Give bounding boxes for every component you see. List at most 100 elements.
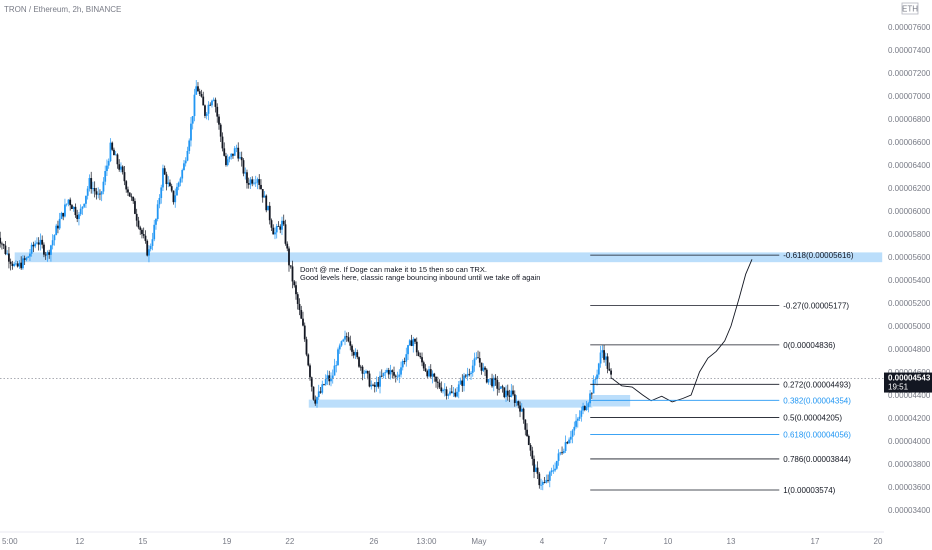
candle-body — [158, 198, 161, 205]
x-tick-label: 17 — [811, 537, 820, 546]
candle-body — [212, 99, 215, 101]
candle-body — [247, 183, 250, 185]
candle — [277, 221, 280, 227]
candle — [120, 162, 122, 173]
candle — [389, 364, 392, 380]
candle — [170, 183, 173, 193]
candle-body — [153, 224, 156, 240]
candle — [160, 184, 163, 204]
candle — [244, 167, 247, 180]
candle — [118, 159, 121, 172]
candle — [274, 227, 276, 240]
annotation-line-2: Good levels here, classic range bouncing… — [300, 273, 540, 282]
candle — [610, 368, 612, 380]
candle — [289, 265, 292, 269]
candle-body — [540, 484, 542, 486]
candle — [226, 154, 229, 167]
fib-label-8: 1(0.00003574) — [783, 486, 835, 495]
x-tick-label: 13:00 — [416, 537, 437, 546]
candle — [281, 216, 283, 236]
candle — [330, 372, 332, 387]
candle-body — [37, 242, 40, 245]
candle — [349, 335, 352, 351]
candle-body — [324, 378, 327, 385]
candle-body — [186, 150, 189, 161]
candle — [326, 370, 329, 385]
candle-body — [260, 184, 262, 190]
candle — [506, 384, 509, 401]
candle-body — [547, 479, 549, 481]
candle — [111, 141, 114, 152]
candle — [88, 174, 91, 192]
candle-body — [211, 100, 213, 106]
candle-body — [272, 227, 275, 235]
candle-body — [361, 366, 364, 374]
candle — [386, 367, 388, 374]
candle — [113, 147, 115, 156]
candle-body — [473, 358, 476, 366]
candle — [211, 99, 213, 108]
y-tick-label: 0.00004000 — [888, 437, 931, 446]
candle-body — [106, 165, 108, 172]
candle-body — [356, 352, 359, 358]
candle-body — [160, 187, 163, 199]
candle — [65, 203, 68, 207]
candle — [219, 122, 222, 143]
candle-body — [114, 154, 117, 156]
candle-body — [454, 392, 457, 397]
candle-body — [162, 168, 164, 188]
currency-badge: ETH — [901, 2, 919, 15]
candle-body — [67, 199, 70, 204]
candle-body — [508, 395, 511, 397]
candle-body — [27, 256, 30, 258]
candle — [487, 379, 490, 385]
candle — [123, 165, 126, 186]
countdown-label: 19:51 — [888, 383, 909, 392]
candle — [309, 363, 311, 381]
price-axis[interactable]: 0.00007600 0.00007400 0.00007200 0.00007000… — [888, 23, 931, 515]
candle-body — [198, 91, 201, 94]
candle-body — [550, 470, 553, 473]
candle — [305, 336, 308, 357]
candle-body — [156, 204, 159, 220]
candle-body — [370, 384, 373, 387]
candle-body — [568, 439, 570, 444]
candle — [562, 448, 565, 454]
candle — [128, 192, 131, 197]
candle — [312, 386, 315, 401]
candle-body — [305, 339, 308, 355]
time-axis[interactable]: 5:00 12 15 19 22 26 13:00 May 4 7 10 13 17 20 — [0, 531, 884, 546]
candle — [58, 212, 61, 230]
candle-body — [76, 215, 79, 219]
candle — [545, 474, 548, 484]
fib-levels: -0.618(0.00005616) -0.27(0.00005177) 0(0.0… — [590, 251, 854, 495]
candle-body — [347, 337, 350, 342]
candle — [408, 339, 411, 346]
y-tick-label: 0.00005800 — [888, 230, 931, 239]
fib-label-7: 0.786(0.00003844) — [783, 455, 851, 464]
candle — [597, 362, 600, 378]
candle — [153, 219, 156, 242]
candle-body — [344, 336, 346, 340]
candle — [155, 218, 157, 230]
candle-body — [141, 229, 143, 235]
candle-body — [253, 182, 255, 184]
candle-body — [41, 239, 44, 245]
candle-body — [408, 340, 411, 346]
candle-body — [34, 243, 37, 247]
candle-body — [435, 376, 437, 382]
candle — [373, 382, 376, 393]
candle-body — [316, 397, 318, 404]
candle — [403, 357, 406, 365]
candle-body — [470, 372, 472, 375]
candle — [284, 219, 287, 246]
candle-body — [279, 226, 282, 230]
candle — [478, 351, 481, 368]
candle-body — [307, 354, 310, 366]
candle-body — [118, 164, 121, 170]
candle-body — [487, 379, 490, 383]
candle-body — [513, 394, 516, 403]
candle — [482, 363, 485, 373]
candle-body — [190, 123, 192, 141]
